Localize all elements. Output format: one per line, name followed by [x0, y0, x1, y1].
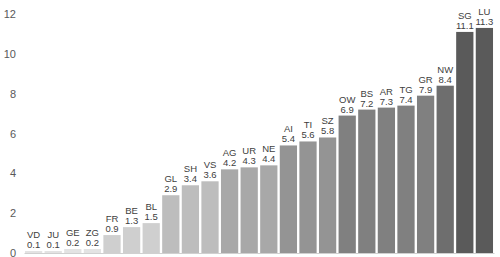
bar	[103, 235, 120, 253]
bar	[143, 223, 160, 253]
category-label: AR	[380, 86, 393, 97]
data-label: 5.6	[301, 129, 314, 140]
category-label: SZ	[322, 115, 334, 126]
data-label: 7.2	[360, 98, 373, 109]
data-label: 11.3	[475, 16, 493, 27]
data-label: 5.4	[282, 133, 295, 144]
category-label: GL	[164, 173, 177, 184]
bar	[182, 185, 199, 253]
category-label: AI	[284, 123, 293, 134]
bar	[456, 32, 473, 253]
category-label: LU	[478, 6, 490, 17]
x-axis-line	[25, 253, 495, 254]
data-label: 0.1	[47, 239, 60, 250]
y-axis: 0 2 4 6 8 10 12	[4, 8, 25, 257]
bar	[280, 145, 297, 253]
bar	[260, 165, 277, 253]
y-tick: 2	[10, 207, 24, 219]
data-label: 0.2	[86, 237, 99, 248]
category-label: BL	[145, 201, 157, 212]
data-label: 4.3	[243, 155, 256, 166]
data-label: 3.4	[184, 173, 197, 184]
category-label: ZG	[86, 227, 99, 238]
y-tick: 6	[10, 128, 24, 140]
y-tick-label: 2	[10, 207, 16, 219]
data-label: 0.2	[66, 237, 79, 248]
category-label: GE	[66, 227, 80, 238]
y-tick: 8	[10, 88, 24, 100]
data-label: 4.2	[223, 157, 236, 168]
y-tick-label: 0	[10, 247, 16, 257]
bar	[339, 116, 356, 253]
bar	[417, 96, 434, 253]
data-label: 5.8	[321, 125, 334, 136]
y-tick-label: 10	[4, 48, 16, 60]
y-tick: 0	[10, 247, 24, 257]
bar	[299, 141, 316, 253]
x-axis	[25, 253, 495, 255]
category-label: BS	[360, 88, 373, 99]
y-tick: 10	[4, 48, 24, 60]
data-label: 11.1	[456, 20, 474, 31]
data-label: 8.4	[439, 74, 452, 85]
y-tick-label: 4	[10, 167, 16, 179]
data-label: 2.9	[164, 183, 177, 194]
data-label: 6.9	[341, 104, 354, 115]
data-label: 1.3	[125, 215, 138, 226]
bar	[84, 249, 101, 253]
y-tick-label: 12	[4, 8, 16, 20]
bar	[476, 28, 493, 253]
data-label: 0.9	[105, 223, 118, 234]
y-tick: 4	[10, 167, 24, 179]
data-label: 7.4	[399, 94, 412, 105]
bar	[221, 169, 238, 253]
data-label: 3.6	[203, 169, 216, 180]
bar	[319, 137, 336, 253]
bar	[25, 251, 42, 253]
category-label: VD	[27, 229, 40, 240]
data-label: 4.4	[262, 153, 275, 164]
y-tick-label: 8	[10, 88, 16, 100]
bar	[201, 181, 218, 253]
y-tick-label: 6	[10, 128, 16, 140]
data-label: 7.3	[380, 96, 393, 107]
data-labels: 0.1VD0.1JU0.2GE0.2ZG0.9FR1.3BE1.5BL2.9GL…	[27, 6, 493, 250]
bar	[437, 86, 454, 253]
chart: 0246810120.1VD0.1JU0.2GE0.2ZG0.9FR1.3BE1…	[0, 0, 500, 257]
category-label: JU	[47, 229, 59, 240]
category-label: AG	[223, 147, 237, 158]
category-label: BE	[125, 205, 138, 216]
category-label: SG	[458, 10, 472, 21]
category-label: NW	[437, 64, 453, 75]
category-label: FR	[106, 213, 119, 224]
category-label: VS	[204, 159, 217, 170]
category-label: GR	[418, 74, 432, 85]
category-label: OW	[339, 94, 355, 105]
y-tick: 12	[4, 8, 24, 20]
data-label: 0.1	[27, 239, 40, 250]
bar	[162, 195, 179, 253]
y-axis-line	[24, 15, 25, 254]
category-label: SH	[184, 163, 197, 174]
bar	[45, 251, 62, 253]
bar	[397, 106, 414, 253]
category-label: NE	[262, 143, 275, 154]
data-label: 1.5	[145, 211, 158, 222]
bar	[358, 110, 375, 253]
bar	[123, 227, 140, 253]
bar	[378, 108, 395, 253]
bars	[25, 28, 493, 253]
bar	[64, 249, 81, 253]
data-label: 7.9	[419, 84, 432, 95]
category-label: UR	[242, 145, 256, 156]
category-label: TI	[304, 119, 312, 130]
bar	[241, 167, 258, 253]
category-label: TG	[399, 84, 412, 95]
